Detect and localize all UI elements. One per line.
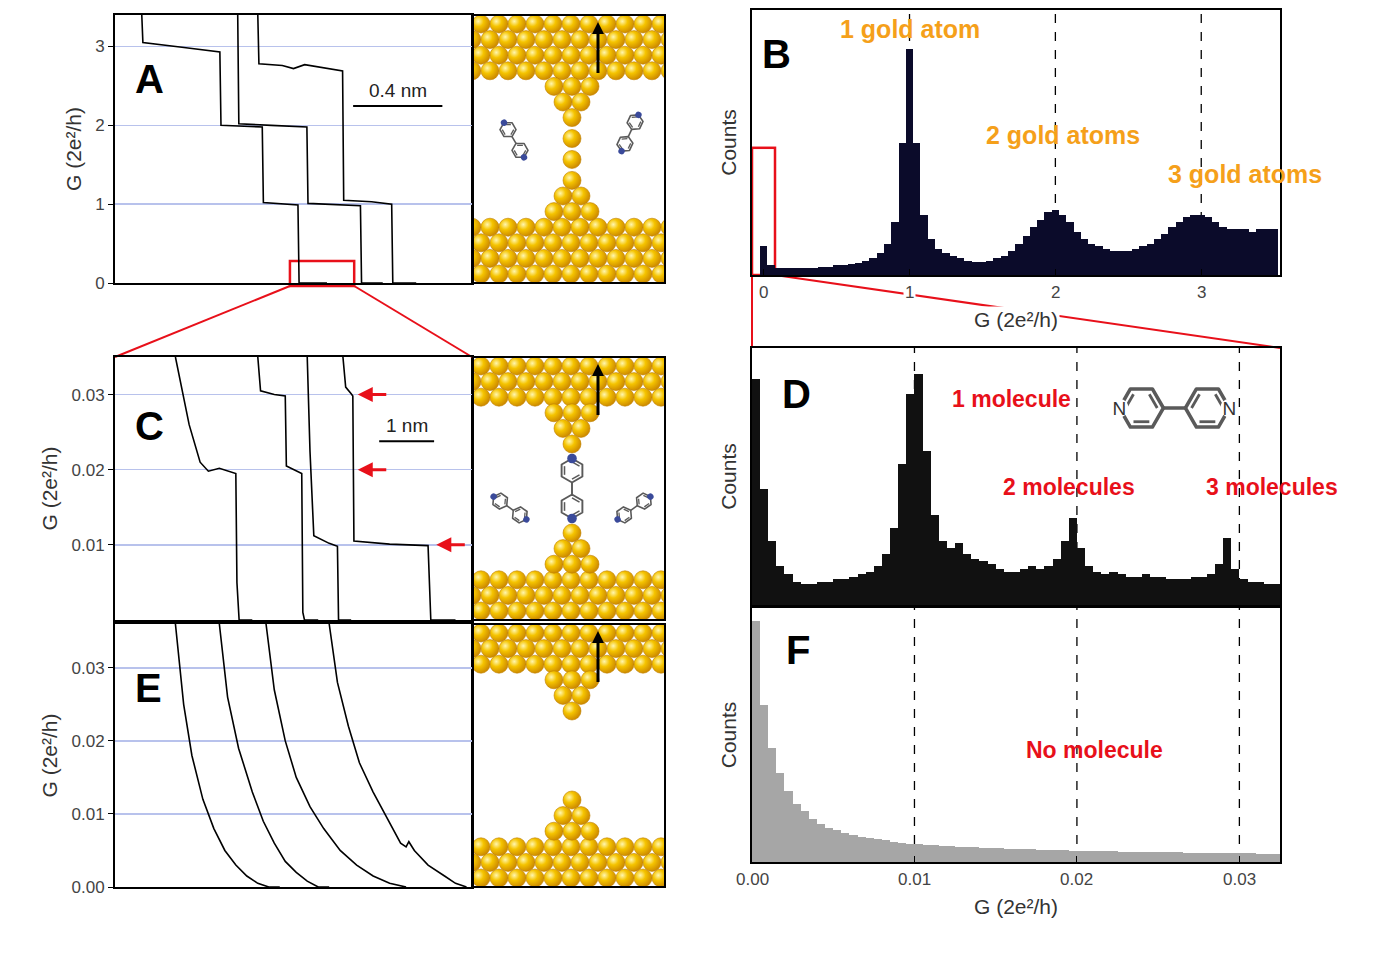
svg-text:Counts: Counts	[717, 702, 740, 769]
svg-text:F: F	[786, 628, 810, 672]
svg-text:0.01: 0.01	[898, 870, 931, 889]
svg-text:0.02: 0.02	[72, 461, 105, 480]
svg-text:2 molecules: 2 molecules	[1003, 474, 1135, 500]
svg-text:0.02: 0.02	[1060, 870, 1093, 889]
svg-text:D: D	[782, 372, 811, 416]
svg-text:1: 1	[95, 195, 104, 214]
svg-text:1 molecule: 1 molecule	[952, 386, 1071, 412]
svg-text:G (2e²/h): G (2e²/h)	[38, 446, 61, 530]
svg-text:Counts: Counts	[717, 443, 740, 510]
svg-text:0.03: 0.03	[1223, 870, 1256, 889]
svg-text:Counts: Counts	[717, 109, 740, 176]
svg-text:3: 3	[1197, 283, 1206, 302]
svg-text:C: C	[135, 404, 164, 448]
svg-text:0.00: 0.00	[72, 878, 105, 897]
svg-text:N: N	[1223, 398, 1237, 419]
svg-text:B: B	[762, 32, 791, 76]
svg-text:N: N	[1113, 398, 1127, 419]
svg-text:1 nm: 1 nm	[386, 415, 428, 436]
svg-text:No molecule: No molecule	[1026, 737, 1163, 763]
svg-text:0.01: 0.01	[72, 805, 105, 824]
svg-text:0.01: 0.01	[72, 536, 105, 555]
svg-text:0.00: 0.00	[736, 870, 769, 889]
svg-text:3 molecules: 3 molecules	[1206, 474, 1338, 500]
svg-text:0: 0	[759, 283, 768, 302]
svg-text:G (2e²/h): G (2e²/h)	[62, 107, 85, 191]
svg-text:0.4 nm: 0.4 nm	[369, 80, 427, 101]
svg-text:G (2e²/h): G (2e²/h)	[974, 308, 1058, 331]
svg-text:2 gold atoms: 2 gold atoms	[986, 121, 1140, 149]
svg-text:1 gold atom: 1 gold atom	[840, 15, 980, 43]
svg-text:G (2e²/h): G (2e²/h)	[974, 895, 1058, 918]
svg-text:0.03: 0.03	[72, 659, 105, 678]
svg-text:E: E	[135, 666, 162, 710]
svg-text:2: 2	[1051, 283, 1060, 302]
svg-text:3: 3	[95, 37, 104, 56]
svg-text:0.02: 0.02	[72, 732, 105, 751]
svg-text:0.03: 0.03	[72, 386, 105, 405]
svg-text:1: 1	[905, 283, 914, 302]
svg-text:2: 2	[95, 116, 104, 135]
svg-text:3 gold atoms: 3 gold atoms	[1168, 160, 1322, 188]
svg-text:0: 0	[95, 274, 104, 293]
svg-text:G (2e²/h): G (2e²/h)	[38, 713, 61, 797]
svg-text:A: A	[135, 57, 164, 101]
